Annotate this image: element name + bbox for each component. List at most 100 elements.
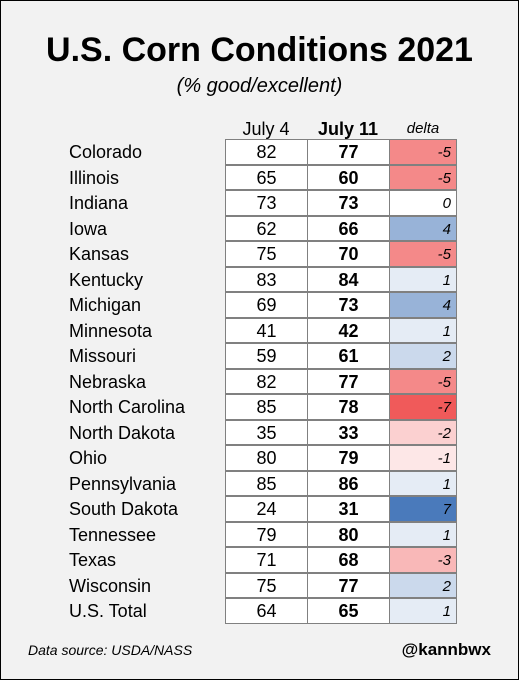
table-row: Michigan 69 73 4 (0, 292, 519, 319)
july4-value: 35 (225, 419, 308, 445)
delta-value: 7 (389, 496, 457, 522)
july4-value: 64 (225, 598, 308, 624)
state-label: North Carolina (69, 397, 186, 417)
table-row: Iowa 62 66 4 (0, 215, 519, 243)
july4-value: 79 (225, 521, 308, 547)
table-row: Nebraska 82 77 -5 (0, 368, 519, 396)
july11-value: 70 (307, 241, 390, 267)
july11-value: 65 (307, 598, 390, 624)
state-label: South Dakota (69, 499, 179, 519)
july11-value: 86 (307, 470, 390, 496)
delta-value: 1 (389, 266, 457, 292)
delta-value: -5 (389, 241, 457, 267)
table-row: Indiana 73 73 0 (0, 190, 519, 217)
table-row: Ohio 80 79 -1 (0, 445, 519, 472)
delta-value: -2 (389, 419, 457, 445)
july4-value: 62 (225, 215, 308, 241)
table-row: Illinois 65 60 -5 (0, 164, 519, 192)
july11-value: 79 (307, 445, 390, 471)
delta-value: 4 (389, 215, 457, 241)
july4-value: 85 (225, 394, 308, 420)
state-label: Nebraska (69, 371, 147, 392)
july11-value: 42 (307, 317, 390, 343)
state-label: Iowa (69, 218, 108, 239)
data-source: Data source: USDA/NASS (28, 642, 193, 658)
chart-subtitle: (% good/excellent) (176, 75, 343, 97)
table-row: Kansas 75 70 -5 (0, 241, 519, 268)
july11-value: 77 (307, 572, 390, 598)
july4-value: 82 (225, 368, 308, 394)
table-row: South Dakota 24 31 7 (0, 496, 519, 523)
july4-value: 82 (225, 139, 308, 165)
state-label: Minnesota (69, 320, 153, 341)
july4-value: 24 (225, 496, 308, 522)
july11-value: 77 (307, 139, 390, 165)
delta-value: -5 (389, 164, 457, 190)
state-label: Indiana (69, 193, 129, 213)
july4-value: 73 (225, 190, 308, 216)
column-header-july4: July 4 (242, 119, 290, 139)
july11-value: 77 (307, 368, 390, 394)
delta-value: 1 (389, 317, 457, 343)
july11-value: 80 (307, 521, 390, 547)
column-header-july11: July 11 (317, 119, 379, 139)
table-row: Colorado 82 77 -5 (0, 139, 519, 166)
july11-value: 73 (307, 292, 390, 318)
table-row: Kentucky 83 84 1 (0, 266, 519, 294)
july11-value: 61 (307, 343, 390, 369)
delta-value: -7 (389, 394, 457, 420)
table-row: Pennsylvania 85 86 1 (0, 470, 519, 498)
july11-value: 73 (307, 190, 390, 216)
table-row: Tennessee 79 80 1 (0, 521, 519, 549)
author-handle: @kannbwx (401, 640, 491, 659)
delta-value: -1 (389, 445, 457, 471)
table-row: North Dakota 35 33 -2 (0, 419, 519, 447)
column-header-delta: delta (406, 120, 440, 137)
state-label: Kansas (69, 244, 130, 264)
table-row: Minnesota 41 42 1 (0, 317, 519, 345)
delta-value: -3 (389, 547, 457, 573)
state-label: Texas (69, 550, 117, 570)
chart-title: U.S. Corn Conditions 2021 (46, 31, 473, 69)
delta-value: 1 (389, 598, 457, 624)
state-label: Tennessee (69, 524, 157, 545)
state-label: Michigan (69, 295, 142, 315)
state-label: Wisconsin (69, 575, 152, 596)
july4-value: 80 (225, 445, 308, 471)
state-label: North Dakota (69, 422, 176, 443)
july4-value: 83 (225, 266, 308, 292)
july4-value: 65 (225, 164, 308, 190)
july4-value: 71 (225, 547, 308, 573)
delta-value: 2 (389, 343, 457, 369)
delta-value: 4 (389, 292, 457, 318)
july4-value: 69 (225, 292, 308, 318)
july11-value: 60 (307, 164, 390, 190)
july4-value: 59 (225, 343, 308, 369)
delta-value: 0 (389, 190, 457, 216)
table-row: Wisconsin 75 77 2 (0, 572, 519, 600)
state-label: Illinois (69, 167, 120, 188)
july11-value: 66 (307, 215, 390, 241)
state-label: Colorado (69, 142, 143, 162)
july11-value: 78 (307, 394, 390, 420)
delta-value: 1 (389, 470, 457, 496)
july4-value: 41 (225, 317, 308, 343)
july4-value: 85 (225, 470, 308, 496)
state-label: U.S. Total (69, 601, 147, 621)
table-row: Missouri 59 61 2 (0, 343, 519, 370)
delta-value: 1 (389, 521, 457, 547)
state-label: Missouri (69, 346, 137, 366)
july11-value: 84 (307, 266, 390, 292)
july11-value: 68 (307, 547, 390, 573)
delta-value: -5 (389, 368, 457, 394)
july4-value: 75 (225, 241, 308, 267)
state-label: Ohio (69, 448, 108, 468)
delta-value: 2 (389, 572, 457, 598)
july11-value: 33 (307, 419, 390, 445)
state-label: Kentucky (69, 269, 144, 290)
table-row: North Carolina 85 78 -7 (0, 394, 519, 421)
july11-value: 31 (307, 496, 390, 522)
table-row: Texas 71 68 -3 (0, 547, 519, 574)
state-label: Pennsylvania (69, 473, 177, 494)
july4-value: 75 (225, 572, 308, 598)
